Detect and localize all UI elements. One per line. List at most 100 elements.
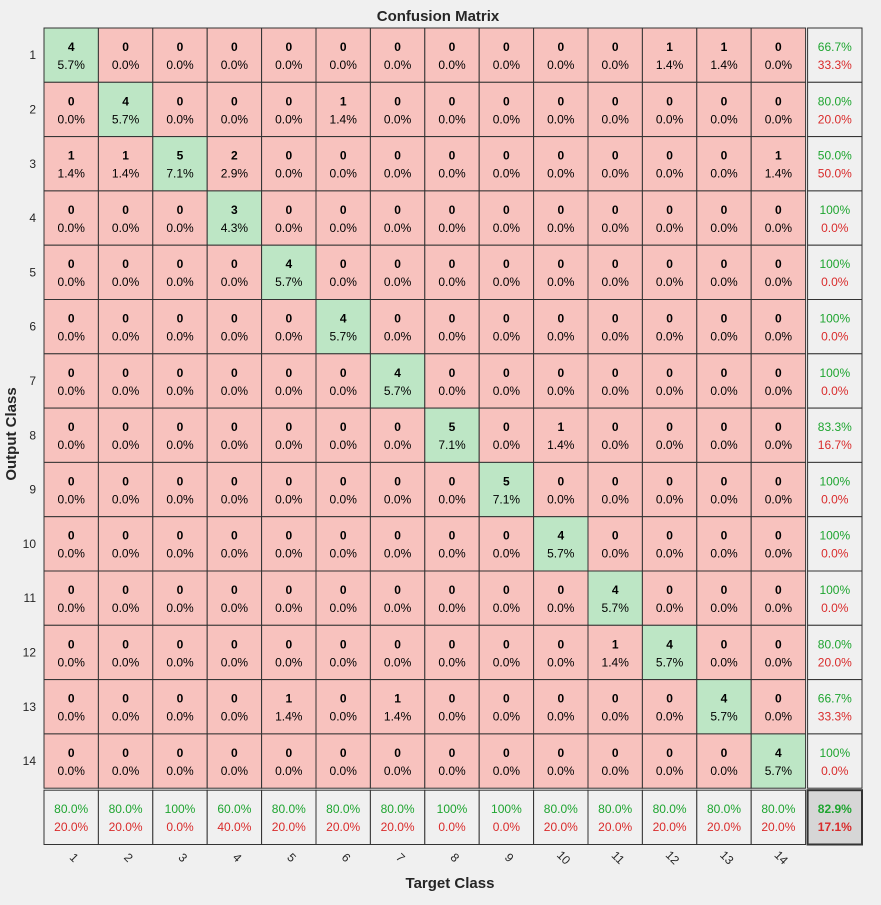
cell-percent: 0.0% [710,112,738,126]
matrix-cell [152,81,208,138]
matrix-cell [750,570,807,626]
matrix-cell [97,81,154,138]
matrix-cell [533,516,589,572]
matrix-cell [750,244,807,300]
cell-percent: 0.0% [58,438,86,452]
cell-percent: 0.0% [710,330,738,344]
row-precision: 100% [819,312,850,326]
cell-percent: 0.0% [710,438,738,452]
cell-count: 0 [177,312,184,326]
cell-percent: 0.0% [438,275,466,289]
column-summary-cell [369,789,426,846]
row-summary-cell [807,407,863,463]
cell-count: 4 [721,692,728,706]
matrix-cell [206,461,263,518]
cell-percent: 1.4% [275,710,303,724]
cell-count: 0 [666,257,673,271]
matrix-cell [369,244,426,300]
cell-count: 0 [68,746,75,760]
row-summary-cell [807,353,863,409]
x-tick-label: 5 [284,850,299,865]
cell-percent: 0.0% [166,275,194,289]
cell-count: 0 [394,149,401,163]
matrix-cell [43,516,99,572]
column-error: 0.0% [493,820,521,834]
matrix-cell [478,353,535,409]
cell-count: 0 [721,420,728,434]
y-tick-label: 2 [29,102,36,116]
cell-count: 0 [394,257,401,271]
cell-count: 0 [394,420,401,434]
cell-percent: 0.0% [166,221,194,235]
cell-count: 0 [612,257,619,271]
cell-percent: 7.1% [493,492,521,506]
cell-percent: 0.0% [656,275,684,289]
matrix-cell [152,353,208,409]
matrix-cell [97,733,154,789]
cell-count: 0 [775,420,782,434]
cell-count: 0 [503,366,510,380]
cell-count: 0 [503,420,510,434]
matrix-cell [478,27,535,83]
row-error: 0.0% [821,384,849,398]
cell-count: 0 [394,203,401,217]
matrix-cell [696,244,752,300]
matrix-cell [424,244,480,300]
matrix-cell [587,461,643,518]
matrix-cell [369,407,426,463]
x-tick-label: 13 [717,848,737,868]
cell-percent: 0.0% [112,221,140,235]
matrix-cell [261,461,317,518]
cell-count: 0 [68,637,75,651]
column-error: 40.0% [217,820,251,834]
cell-percent: 0.0% [58,221,86,235]
cell-count: 0 [394,94,401,108]
cell-count: 1 [775,149,782,163]
cell-count: 0 [285,366,292,380]
row-precision: 100% [819,474,850,488]
matrix-cell [315,27,371,83]
matrix-cell [369,353,426,409]
matrix-cell [478,733,535,789]
cell-percent: 0.0% [221,547,249,561]
cell-percent: 0.0% [330,655,358,669]
y-tick-label: 7 [29,374,36,388]
x-tick-label: 12 [663,848,683,868]
matrix-cell [206,353,263,409]
y-tick-label: 11 [24,591,37,605]
matrix-cell [152,407,208,463]
matrix-cell [750,81,807,138]
cell-percent: 1.4% [330,112,358,126]
cell-count: 0 [721,366,728,380]
matrix-cell [369,27,426,83]
y-tick-label: 3 [29,157,36,171]
cell-percent: 0.0% [547,167,575,181]
matrix-cell [533,353,589,409]
cell-count: 0 [231,692,238,706]
cell-count: 4 [394,366,401,380]
cell-count: 0 [503,257,510,271]
cell-percent: 0.0% [438,384,466,398]
matrix-cell [424,407,480,463]
matrix-cell [587,136,643,192]
cell-count: 0 [612,474,619,488]
matrix-cell [587,516,643,572]
row-error: 20.0% [818,655,852,669]
y-tick-label: 10 [23,537,37,551]
cell-count: 0 [775,637,782,651]
column-error: 20.0% [272,820,306,834]
cell-count: 0 [449,312,456,326]
row-summary-cell [807,570,863,626]
row-summary-cell [807,516,863,572]
row-error: 0.0% [821,764,849,778]
cell-percent: 0.0% [765,275,793,289]
cell-count: 0 [68,692,75,706]
cell-percent: 0.0% [384,167,412,181]
cell-percent: 0.0% [221,492,249,506]
matrix-cell [152,461,208,518]
row-error: 0.0% [821,547,849,561]
matrix-cell [261,27,317,83]
matrix-cell [43,81,99,138]
cell-percent: 0.0% [493,438,521,452]
matrix-cell [369,624,426,681]
